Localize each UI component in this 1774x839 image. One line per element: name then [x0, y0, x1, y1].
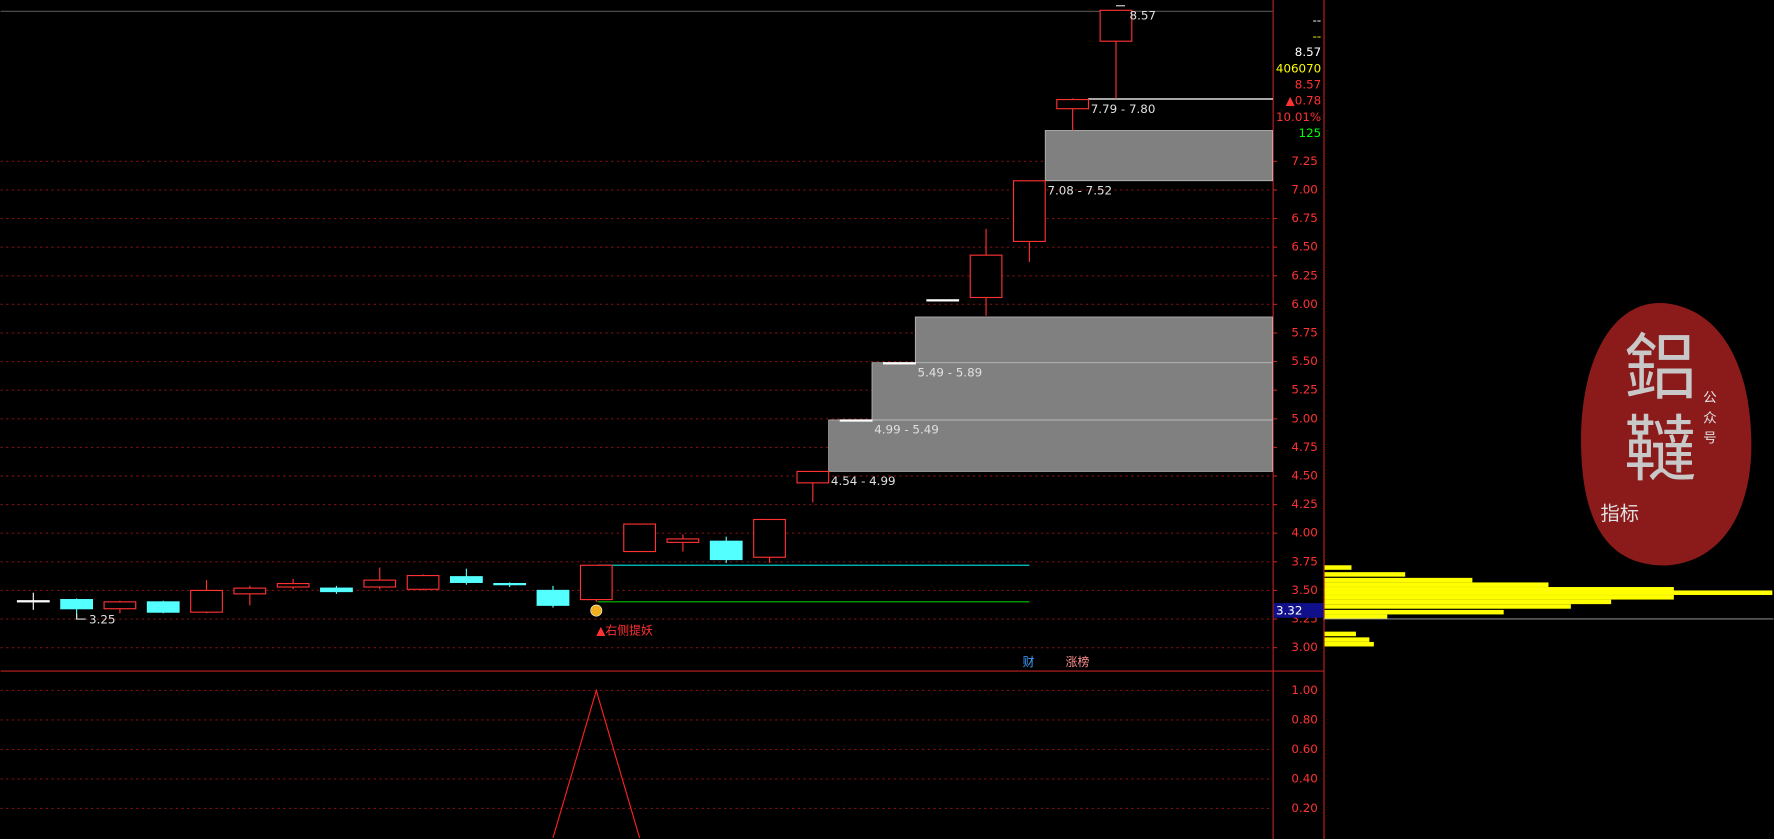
logo-side: 公众号 [1700, 390, 1717, 451]
y-tick-label: 1.00 [1291, 683, 1317, 697]
gap-label: 4.99 - 5.49 [874, 423, 939, 437]
profile-bar [1324, 590, 1773, 595]
profile-bar [1324, 599, 1612, 605]
profile-bar [1324, 641, 1374, 647]
candle-body [1099, 9, 1133, 42]
candle-body [233, 587, 267, 595]
candle-body [926, 299, 960, 302]
gap-label: 4.54 - 4.99 [831, 474, 896, 488]
candle-body [1012, 180, 1046, 242]
candle-body [666, 538, 700, 543]
gap-zone [871, 362, 1273, 421]
candle-body [796, 470, 830, 484]
candle-body [839, 419, 873, 422]
candle-body [16, 600, 50, 603]
y-tick-label: 0.20 [1291, 801, 1317, 815]
profile-bar [1324, 631, 1356, 637]
y-tick-label: 0.80 [1291, 712, 1317, 726]
candle-body [969, 254, 1003, 299]
candle-body [579, 564, 613, 601]
profile-bar [1324, 614, 1388, 620]
gap-zone [1088, 98, 1273, 100]
gap-label: 7.08 - 7.52 [1047, 183, 1112, 197]
gap-zone [1044, 130, 1273, 182]
quote-text: 10.01% [1276, 110, 1321, 124]
candle-body [190, 589, 223, 613]
gap-zone [828, 419, 1273, 472]
tag: 财 [1023, 655, 1035, 669]
gap-label: 5.49 - 5.89 [918, 365, 983, 379]
profile-bar [1324, 637, 1370, 642]
logo-label: 指标 [1600, 502, 1638, 525]
profile-bar [1324, 595, 1674, 600]
candle-body [363, 579, 397, 588]
candle-body [103, 601, 137, 610]
logo: 鋁 韃 公众号 指标 [1580, 302, 1752, 566]
y-tick-label: 0.60 [1291, 742, 1317, 756]
profile-bar [1324, 582, 1549, 587]
low-label: 3.25 [89, 613, 115, 627]
quote-text: 125 [1299, 126, 1322, 140]
quote-text: 406070 [1276, 61, 1321, 75]
y-tick-label: 6.75 [1291, 211, 1317, 225]
quote-text: 8.57 [1295, 45, 1321, 59]
quote-text: 8.57 [1295, 78, 1321, 92]
y-tick-label: 6.00 [1291, 297, 1317, 311]
candle-body [536, 589, 570, 606]
profile-bar [1324, 577, 1473, 583]
candle-body [449, 576, 483, 583]
y-tick-label: 6.50 [1291, 240, 1317, 254]
candle-body [320, 587, 353, 593]
profile-bar [1324, 604, 1571, 609]
candle-body [406, 574, 440, 590]
y-tick-label: 5.00 [1291, 411, 1317, 425]
profile-bar [1324, 609, 1504, 615]
logo-seal [1580, 302, 1752, 566]
y-tick-label: 5.50 [1291, 354, 1317, 368]
gap-label: 7.79 - 7.80 [1091, 102, 1156, 116]
y-tick-label: 0.40 [1291, 771, 1317, 785]
candle-body [1056, 98, 1090, 110]
y-tick-label: 7.00 [1291, 182, 1317, 196]
quote-text: ▲0.78 [1286, 94, 1322, 108]
profile-bar [1324, 572, 1406, 577]
y-tick-label: 4.75 [1291, 440, 1317, 454]
y-tick-label: 3.00 [1291, 640, 1317, 654]
logo-char: 鋁 [1624, 327, 1696, 411]
candle-body [146, 601, 180, 613]
y-tick-label: 7.25 [1291, 154, 1317, 168]
last-price-box [1273, 603, 1324, 618]
y-tick-label: 6.25 [1291, 268, 1317, 282]
last-price-label: 3.32 [1276, 604, 1302, 618]
y-tick-label: 3.50 [1291, 583, 1317, 597]
indicator-line [552, 688, 641, 839]
y-tick-label: 5.75 [1291, 325, 1317, 339]
y-tick-label: 3.75 [1291, 554, 1317, 568]
candle-body [623, 523, 656, 553]
logo-char: 韃 [1624, 409, 1696, 493]
candle-body [276, 582, 310, 588]
profile-bar [1324, 587, 1674, 592]
quote-text: -- [1313, 13, 1322, 27]
candle-body [883, 362, 916, 365]
gap-zone [914, 316, 1273, 364]
quote-text: -- [1313, 29, 1322, 43]
arrow [76, 613, 86, 620]
candle-body [60, 599, 94, 610]
y-tick-label: 4.50 [1291, 469, 1317, 483]
y-tick-label: 4.25 [1291, 497, 1317, 511]
high-label: 8.57 [1130, 8, 1156, 22]
tag: 涨榜 [1066, 655, 1090, 669]
candle-body [709, 540, 743, 561]
profile-bar [1324, 565, 1352, 570]
candle-body [493, 582, 527, 586]
signal-label: ▲右侧提妖 [596, 623, 653, 637]
signal-icon [590, 604, 603, 617]
y-tick-label: 5.25 [1291, 383, 1317, 397]
candle-body [753, 518, 786, 558]
y-tick-label: 4.00 [1291, 526, 1317, 540]
